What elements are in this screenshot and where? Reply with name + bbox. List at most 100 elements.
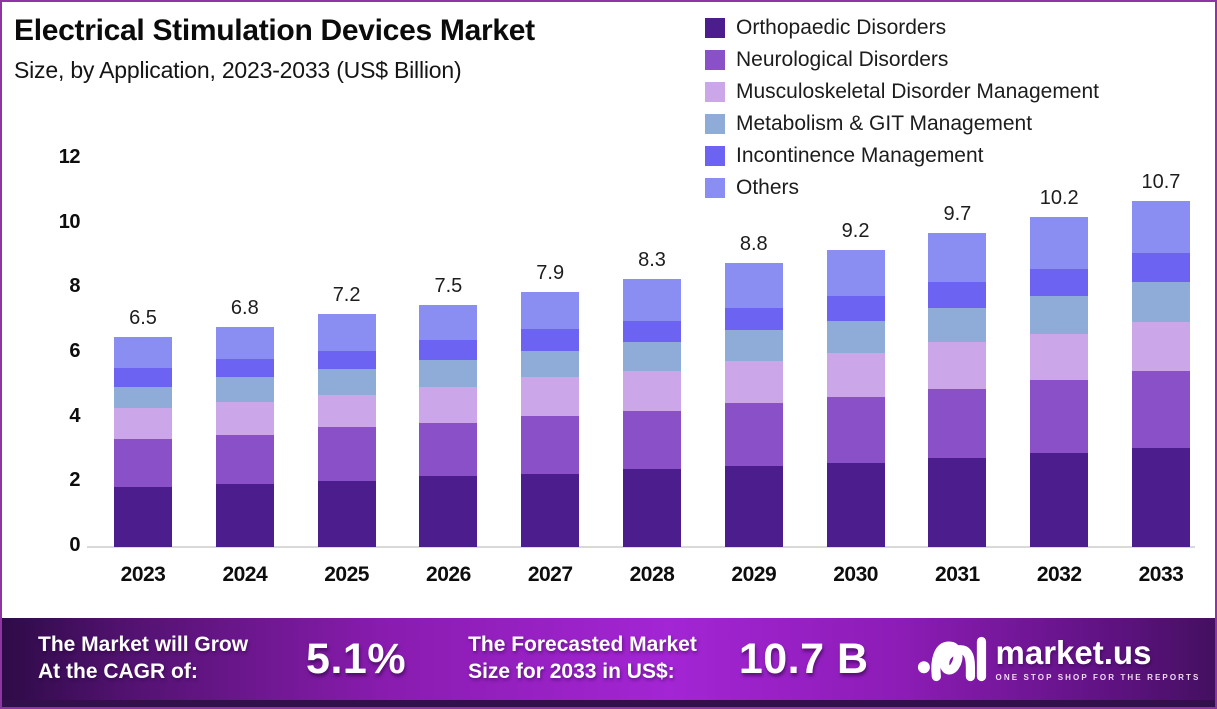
x-axis-year-label: 2033 (1138, 563, 1184, 586)
legend-item: Others (705, 172, 1099, 204)
bar-segment (826, 462, 885, 547)
bar-segment (317, 395, 376, 428)
bar-column: 9.2 2030 (826, 159, 885, 592)
x-axis-year-label: 2025 (324, 563, 369, 586)
legend-swatch-icon (705, 146, 725, 166)
legend-item: Neurological Disorders (705, 44, 1099, 76)
bar-segment (215, 483, 274, 547)
cagr-label-line1: The Market will Grow (38, 633, 249, 657)
bar-segment (1131, 201, 1190, 253)
bar-segment (826, 353, 885, 397)
bar-segment (928, 307, 987, 342)
bar-segment (1030, 217, 1089, 269)
bar-segment (622, 341, 681, 371)
legend-label: Metabolism & GIT Management (736, 112, 1033, 135)
bar-column: 8.8 2029 (724, 159, 783, 592)
bar-segment (114, 336, 172, 368)
y-tick-label: 4 (69, 404, 80, 427)
bar-stack: 10.2 (1030, 159, 1089, 547)
bar-stack: 8.3 (622, 159, 681, 547)
bar-segment (1131, 281, 1190, 323)
bar-total-label: 6.8 (230, 297, 259, 320)
bar-segment (1131, 322, 1190, 371)
legend-swatch-icon (705, 18, 725, 38)
bar-segment (826, 396, 885, 463)
x-axis-year-label: 2023 (120, 563, 166, 586)
bar-column: 10.2 2032 (1030, 159, 1089, 592)
footer-banner: The Market will Grow At the CAGR of: 5.1… (2, 618, 1215, 707)
x-axis-year-label: 2026 (426, 563, 471, 586)
bar-total-label: 7.9 (536, 261, 565, 284)
bar-column: 6.8 2024 (215, 159, 274, 592)
bar-segment (215, 435, 274, 484)
chart-title: Electrical Stimulation Devices Market (14, 14, 535, 47)
bar-segment (419, 359, 478, 387)
bar-segment (419, 386, 478, 423)
bar-stack: 9.2 (826, 159, 885, 547)
bar-segment (317, 480, 376, 547)
bar-segment (928, 281, 987, 308)
bar-segment (622, 370, 681, 412)
y-tick-label: 10 (58, 210, 81, 233)
x-axis-year-label: 2032 (1036, 563, 1082, 586)
legend-item: Incontinence Management (705, 140, 1099, 172)
logo-text-column: market.us ONE STOP SHOP FOR THE REPORTS (996, 636, 1201, 682)
bar-segment (928, 233, 987, 282)
bar-column: 7.9 2027 (521, 159, 580, 592)
cagr-value: 5.1% (306, 634, 407, 683)
legend-item: Metabolism & GIT Management (705, 108, 1099, 140)
bar-total-label: 8.3 (638, 248, 666, 271)
bar-stack: 9.7 (928, 159, 987, 547)
bar-total-label: 10.2 (1039, 187, 1079, 210)
bar-segment (724, 466, 783, 547)
bar-stack: 6.5 (114, 159, 172, 547)
bar-segment (1030, 380, 1089, 454)
x-axis-baseline (87, 546, 1195, 548)
bar-segment (826, 296, 885, 321)
forecast-label-line1: The Forecasted Market (468, 633, 697, 657)
bar-segment (928, 388, 987, 459)
bar-stack: 7.9 (521, 159, 580, 547)
legend-item: Orthopaedic Disorders (705, 12, 1099, 44)
forecast-value: 10.7 B (738, 634, 869, 683)
bar-segment (521, 291, 580, 329)
logo-tagline: ONE STOP SHOP FOR THE REPORTS (995, 673, 1201, 682)
bar-segment (724, 262, 783, 308)
forecast-label-line2: Size for 2033 in US$: (468, 660, 675, 683)
bar-stack: 7.5 (419, 159, 478, 547)
legend-label: Orthopaedic Disorders (736, 16, 947, 39)
bar-segment (419, 340, 478, 360)
bar-segment (419, 304, 478, 341)
bar-segment (1131, 370, 1190, 449)
legend-label: Others (736, 176, 800, 199)
bar-segment (114, 438, 172, 488)
bar-segment (114, 407, 172, 439)
bar-stack: 6.8 (215, 159, 274, 547)
bar-stack: 8.8 (724, 159, 783, 547)
legend-item: Musculoskeletal Disorder Management (705, 76, 1099, 108)
bar-segment (317, 427, 376, 481)
legend-swatch-icon (705, 114, 725, 134)
bar-total-label: 7.2 (332, 284, 361, 307)
y-tick-label: 2 (69, 469, 80, 492)
bar-plot-area: 6.5 2023 6.8 2024 7.2 2025 7.5 2026 7.9 2027 8.3 20… (114, 159, 1190, 592)
bar-segment (724, 330, 783, 362)
x-axis-year-label: 2024 (222, 563, 268, 586)
bar-segment (622, 411, 681, 470)
chart-legend: Orthopaedic Disorders Neurological Disord… (705, 12, 1099, 204)
bar-stack: 10.7 (1131, 159, 1190, 547)
x-axis-year-label: 2028 (629, 563, 675, 586)
x-axis-year-label: 2029 (731, 563, 777, 586)
logo-wordmark: market.us (995, 634, 1152, 671)
bar-segment (215, 359, 274, 378)
forecast-label: The Forecasted Market Size for 2033 in U… (468, 632, 697, 685)
bar-column: 10.7 2033 (1131, 159, 1190, 592)
bar-segment (1030, 296, 1089, 334)
legend-swatch-icon (705, 82, 725, 102)
bar-total-label: 7.5 (434, 274, 463, 297)
bar-segment (521, 416, 580, 475)
bar-segment (622, 469, 681, 547)
cagr-label-line2: At the CAGR of: (38, 660, 198, 683)
y-tick-label: 8 (69, 275, 80, 298)
bar-column: 6.5 2023 (114, 159, 172, 592)
